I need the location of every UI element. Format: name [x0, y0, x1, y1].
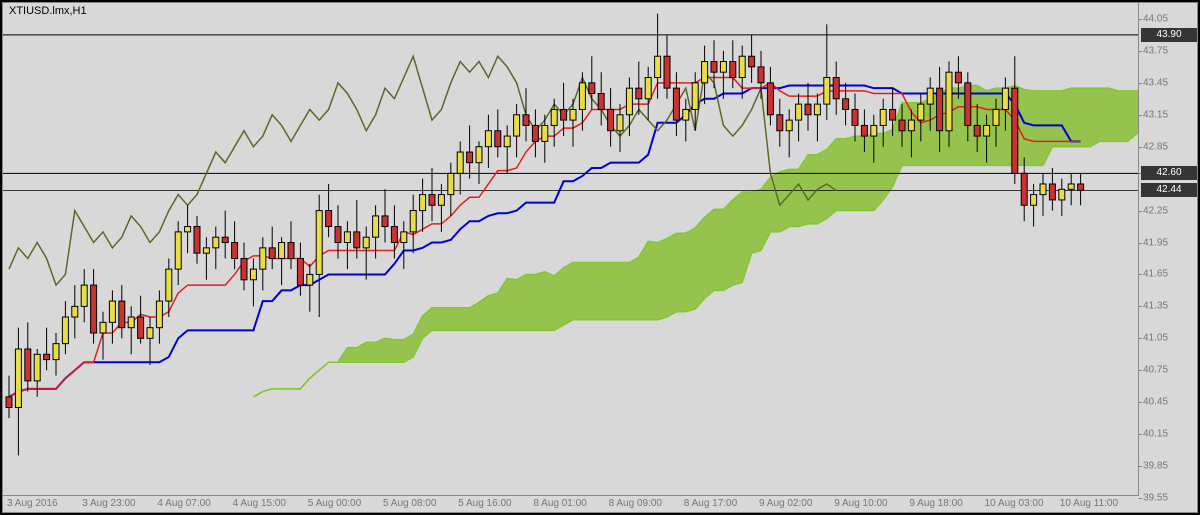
x-axis-tick: 4 Aug 15:00 [233, 498, 286, 509]
x-axis-tick: 3 Aug 2016 [7, 498, 58, 509]
chart-wrapper: XTIUSD.lmx,H1 39.55 39.85 40.15 40.45 40.75 4… [2, 2, 1198, 513]
x-axis-tick: 8 Aug 17:00 [684, 498, 737, 509]
y-axis-tick: 39.85 [1143, 461, 1168, 472]
x-axis-tick: 3 Aug 23:00 [82, 498, 135, 509]
x-axis-tick: 9 Aug 02:00 [759, 498, 812, 509]
x-axis-tick: 8 Aug 01:00 [533, 498, 586, 509]
plot-area[interactable] [3, 3, 1139, 496]
x-axis-tick: 5 Aug 00:00 [308, 498, 361, 509]
y-axis-tick: 43.15 [1143, 109, 1168, 120]
chart-title: XTIUSD.lmx,H1 [9, 5, 87, 17]
chart-svg [3, 3, 1141, 498]
y-axis: 39.5539.8540.1540.4540.7541.0541.3541.65… [1138, 3, 1197, 496]
x-axis-tick: 9 Aug 18:00 [909, 498, 962, 509]
y-axis-tick: 40.15 [1143, 429, 1168, 440]
y-axis-tick: 40.75 [1143, 365, 1168, 376]
y-axis-tick: 41.05 [1143, 333, 1168, 344]
y-axis-tick: 43.45 [1143, 77, 1168, 88]
price-level-label: 42.44 [1141, 183, 1197, 197]
y-axis-tick: 42.85 [1143, 141, 1168, 152]
x-axis-tick: 10 Aug 03:00 [985, 498, 1044, 509]
y-axis-tick: 43.75 [1143, 45, 1168, 56]
y-axis-tick: 40.45 [1143, 397, 1168, 408]
y-axis-tick: 41.35 [1143, 301, 1168, 312]
y-axis-tick: 41.65 [1143, 269, 1168, 280]
price-level-label: 42.60 [1141, 166, 1197, 180]
y-axis-tick: 44.05 [1143, 13, 1168, 24]
x-axis: 3 Aug 2016 3 Aug 23:00 4 Aug 07:00 4 Aug 15… [3, 495, 1139, 512]
price-level-label: 43.90 [1141, 28, 1197, 42]
y-axis-tick: 42.25 [1143, 205, 1168, 216]
x-axis-tick: 9 Aug 10:00 [834, 498, 887, 509]
y-axis-tick: 41.95 [1143, 237, 1168, 248]
x-axis-tick: 10 Aug 11:00 [1060, 498, 1118, 509]
x-axis-tick: 4 Aug 07:00 [157, 498, 210, 509]
y-axis-tick: 39.55 [1143, 493, 1168, 504]
x-axis-tick: 8 Aug 09:00 [609, 498, 662, 509]
x-axis-tick: 5 Aug 08:00 [383, 498, 436, 509]
x-axis-tick: 5 Aug 16:00 [458, 498, 511, 509]
